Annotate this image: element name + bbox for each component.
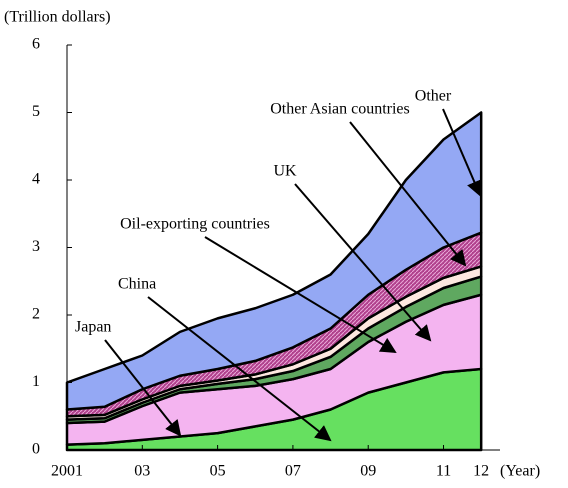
y-tick-label: 3 <box>32 238 40 255</box>
annotation-arrow <box>294 183 432 342</box>
x-tick-label: 07 <box>285 463 301 480</box>
series-label: Other Asian countries <box>270 101 410 118</box>
y-tick-label: 4 <box>32 171 40 188</box>
x-axis-label: (Year) <box>500 463 540 480</box>
annotation-arrow <box>104 339 182 437</box>
y-tick-label: 6 <box>32 36 40 53</box>
y-tick-label: 2 <box>32 306 40 323</box>
x-tick-label: 2001 <box>51 463 83 480</box>
series-label: Other <box>415 88 452 105</box>
series-label: China <box>118 276 156 293</box>
x-tick-label: 05 <box>210 463 226 480</box>
annotation-arrow <box>349 121 467 267</box>
series-label: Japan <box>75 319 111 336</box>
x-tick-label: 11 <box>436 463 451 480</box>
x-tick-label: 03 <box>134 463 150 480</box>
y-tick-label: 0 <box>32 441 40 458</box>
annotation-arrow <box>147 296 332 442</box>
y-tick-label: 1 <box>32 373 40 390</box>
series-label: Oil-exporting countries <box>120 216 270 233</box>
x-tick-label: 09 <box>360 463 376 480</box>
x-tick-label: 12 <box>473 463 489 480</box>
y-tick-label: 5 <box>32 103 40 120</box>
area <box>65 111 483 411</box>
y-axis-label: (Trillion dollars) <box>4 9 111 26</box>
series-label: UK <box>273 163 297 180</box>
annotation-arrow <box>204 236 397 354</box>
annotation-arrow <box>442 108 482 197</box>
